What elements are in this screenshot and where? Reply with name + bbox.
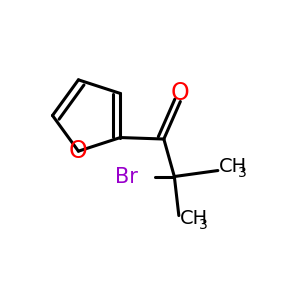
Text: O: O	[69, 139, 88, 163]
Text: Br: Br	[116, 167, 138, 187]
Text: 3: 3	[238, 166, 247, 180]
Text: CH: CH	[180, 209, 208, 228]
Text: O: O	[171, 80, 190, 104]
Text: 3: 3	[199, 218, 208, 233]
Text: CH: CH	[219, 157, 247, 175]
